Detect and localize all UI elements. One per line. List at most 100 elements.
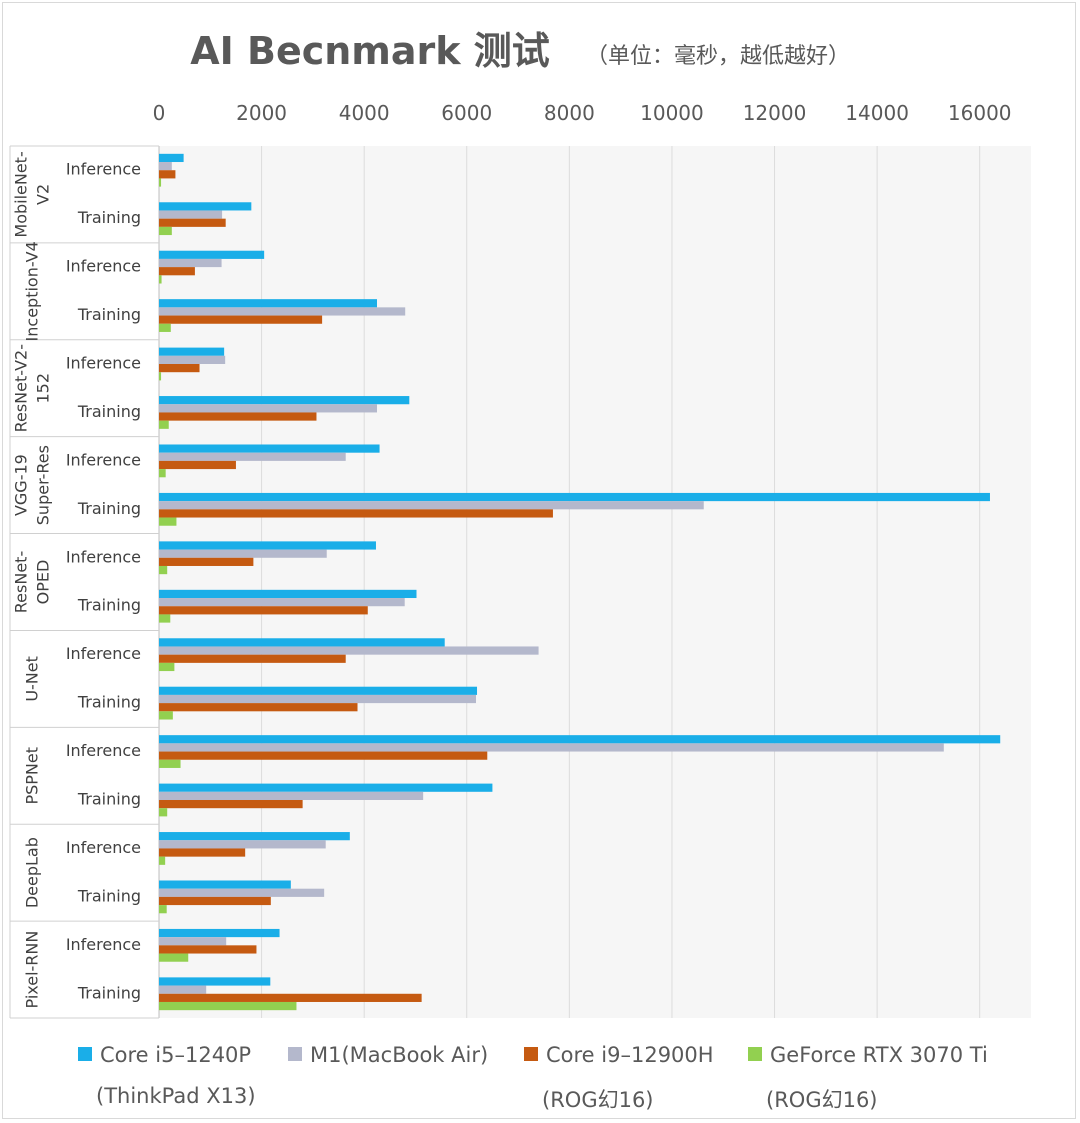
bar — [159, 178, 162, 187]
bar — [159, 323, 171, 332]
bars — [159, 153, 1001, 1011]
group-label: Pixel-RNN — [23, 931, 42, 1009]
bar — [159, 888, 325, 897]
subcategory-label: Training — [77, 305, 141, 324]
subcategory-label: Inference — [66, 257, 141, 276]
bar — [159, 307, 406, 316]
chart-title: AI Becnmark 测试 — [190, 29, 550, 73]
bar — [159, 800, 303, 809]
legend-item: Core i9–12900H — [524, 1040, 714, 1070]
bar — [159, 928, 280, 938]
bar — [159, 654, 346, 663]
bar — [159, 751, 488, 760]
x-tick-label: 0 — [153, 101, 166, 125]
gridlines — [158, 146, 1031, 1018]
bar — [159, 492, 990, 502]
bar — [159, 412, 317, 421]
group-label: DeepLab — [23, 837, 42, 908]
bar — [159, 598, 405, 607]
legend-sublabel: (ROG幻16) — [542, 1088, 654, 1112]
bar — [159, 703, 358, 712]
bar — [159, 694, 476, 704]
bar — [159, 275, 162, 284]
group-label: 152 — [34, 373, 53, 404]
bar — [159, 557, 254, 566]
bar — [159, 364, 200, 373]
legend-label: GeForce RTX 3070 Ti — [770, 1043, 988, 1067]
bar — [159, 170, 176, 179]
group-label: Inception-V4 — [23, 241, 42, 341]
bar — [159, 896, 271, 906]
bar — [159, 501, 704, 510]
bar — [159, 646, 539, 655]
bar — [159, 469, 166, 478]
subcategory-label: Training — [77, 790, 141, 809]
bar — [159, 937, 227, 946]
bar — [159, 404, 377, 413]
x-tick-label: 2000 — [236, 101, 287, 125]
bar — [159, 791, 424, 800]
bar — [159, 541, 376, 550]
group-label: VGG-19 — [12, 454, 31, 516]
bar — [159, 258, 222, 268]
plot-background — [159, 146, 1031, 1018]
bar — [159, 743, 944, 752]
bar — [159, 372, 162, 381]
group-label: MobileNet- — [12, 151, 31, 237]
subcategory-label: Training — [77, 402, 141, 421]
bar — [159, 444, 380, 453]
bar — [159, 565, 168, 575]
bar — [159, 945, 257, 954]
x-tick-label: 16000 — [948, 101, 1012, 125]
bar — [159, 315, 323, 324]
legend-swatch — [288, 1047, 302, 1061]
chart-subtitle: （单位：毫秒，越低越好） — [586, 44, 850, 69]
subcategory-label: Training — [77, 596, 141, 615]
bar — [159, 638, 445, 647]
bar — [159, 953, 189, 962]
x-axis-ticks: 0 2000 4000 6000 8000 10000 12000 14000 16000 — [153, 101, 1012, 125]
bar — [159, 711, 173, 720]
bar — [159, 783, 493, 792]
bar — [159, 1001, 297, 1011]
bar — [159, 985, 207, 994]
subcategory-label: Inference — [66, 547, 141, 566]
category-labels: MobileNet- V2 Inference Training Inception-V… — [9, 145, 159, 1019]
bar — [159, 840, 326, 849]
bar — [159, 856, 166, 865]
bar — [159, 509, 553, 518]
legend-swatch — [78, 1047, 92, 1061]
subcategory-label: Training — [77, 499, 141, 518]
bar — [159, 977, 271, 986]
bar — [159, 218, 226, 227]
bar — [159, 848, 246, 857]
bar — [159, 549, 327, 558]
subcategory-label: Training — [77, 886, 141, 905]
subcategory-label: Inference — [66, 160, 141, 179]
subcategory-label: Inference — [66, 644, 141, 663]
subcategory-label: Training — [77, 693, 141, 712]
bar — [159, 355, 226, 364]
bar — [159, 396, 410, 405]
bar — [159, 808, 168, 817]
group-label: ResNet- — [12, 551, 31, 613]
legend-item: GeForce RTX 3070 Ti — [748, 1040, 988, 1070]
bar — [159, 832, 350, 841]
bar — [159, 162, 172, 171]
subcategory-label: Training — [77, 208, 141, 227]
x-tick-label: 10000 — [640, 101, 704, 125]
legend-swatch — [524, 1047, 538, 1061]
bar — [159, 452, 346, 461]
subcategory-label: Inference — [66, 450, 141, 469]
bar — [159, 420, 169, 429]
legend-label: Core i9–12900H — [546, 1043, 714, 1067]
legend-item: Core i5–1240P — [78, 1040, 251, 1070]
bar — [159, 759, 181, 768]
bar — [159, 299, 377, 308]
x-tick-label: 4000 — [339, 101, 390, 125]
legend-label: M1(MacBook Air) — [310, 1043, 489, 1067]
bar — [159, 589, 417, 599]
subcategory-label: Inference — [66, 838, 141, 857]
bar — [159, 202, 252, 211]
